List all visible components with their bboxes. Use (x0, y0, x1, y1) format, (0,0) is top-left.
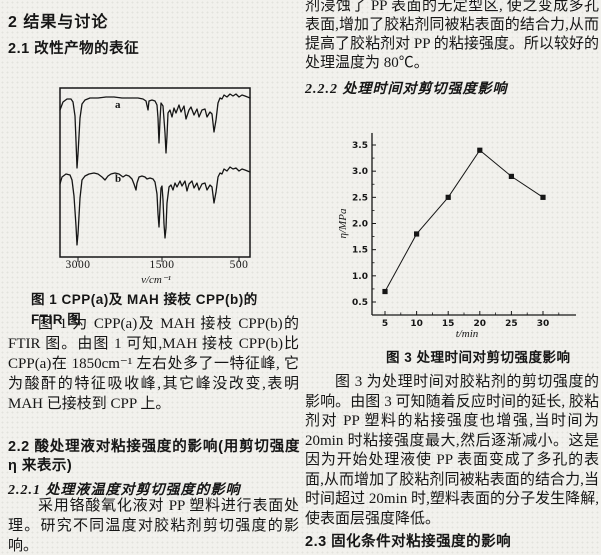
svg-text:η/MPa: η/MPa (337, 208, 349, 238)
figure1-xtick-1500: 1500 (149, 259, 175, 271)
svg-text:1.0: 1.0 (352, 272, 368, 282)
paragraph-acid-treatment: 采用铬酸氧化液对 PP 塑料进行表面处理。研究不同温度对胶粘剂剪切强度的影响。 (8, 498, 299, 554)
svg-text:20: 20 (474, 319, 487, 329)
figure3-shear-chart: 5 10 15 20 25 30 0.5 1.0 1.5 2.0 2.5 3.0 3.5 t/min η/M… (337, 133, 576, 340)
section-heading-2-3: 2.3 固化条件对粘接强度的影响 (305, 534, 512, 550)
svg-text:3.5: 3.5 (352, 141, 368, 151)
svg-text:1.5: 1.5 (352, 246, 368, 256)
svg-text:5: 5 (382, 319, 388, 329)
svg-text:2.0: 2.0 (352, 220, 368, 230)
svg-text:a: a (115, 99, 121, 111)
svg-text:30: 30 (537, 319, 550, 329)
section-heading-2-1: 2.1 改性产物的表征 (8, 41, 140, 57)
svg-text:25: 25 (505, 319, 518, 329)
svg-text:3.0: 3.0 (352, 167, 368, 177)
section-heading-2-2: 2.2 酸处理液对粘接强度的影响(用剪切强度 η 来表示) (8, 439, 300, 474)
svg-text:t/min: t/min (456, 328, 479, 340)
svg-text:10: 10 (410, 319, 423, 329)
svg-text:2.5: 2.5 (352, 193, 368, 203)
figure3-caption: 图 3 处理时间对剪切强度影响 (386, 350, 571, 365)
paragraph-continued-etching: 剂浸蚀了 PP 表面的无定型区, 使之变成多孔表面,增加了胶粘剂同被粘表面的结合… (305, 0, 599, 71)
figure1-xtick-500: 500 (229, 259, 249, 271)
svg-text:b: b (115, 173, 121, 185)
paragraph-time-discussion: 图 3 为处理时间对胶粘剂的剪切强度的影响。由图 3 可知随着反应时间的延长, … (305, 374, 599, 527)
figure1-caption: 图 1 CPP(a)及 MAH 接枝 CPP(b)的 FTIR 图 (31, 292, 258, 327)
section-heading-2-2-1: 2.2.1 处理液温度对剪切强度的影响 (8, 483, 241, 498)
svg-text:0.5: 0.5 (352, 298, 368, 308)
svg-text:15: 15 (442, 319, 455, 329)
figure1-xtick-3000: 3000 (65, 259, 91, 271)
section-heading-2-2-2: 2.2.2 处理时间对剪切强度影响 (305, 82, 508, 97)
figure1-ftir-chart: ab (59, 87, 251, 262)
figure1-x-axis-label: ν/cm⁻¹ (141, 274, 171, 286)
section-heading-results: 2 结果与讨论 (8, 14, 109, 31)
paragraph-ftir-discussion: 图 1 为 CPP(a)及 MAH 接枝 CPP(b)的 FTIR 图。由图 1… (8, 316, 299, 412)
